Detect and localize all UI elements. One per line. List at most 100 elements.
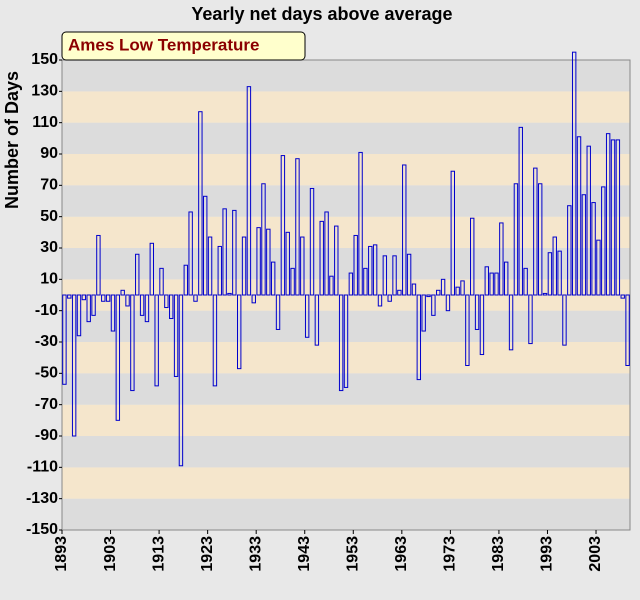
bar — [343, 294, 349, 388]
grid-band — [62, 436, 630, 468]
bar — [620, 294, 625, 299]
x-tick-label: 1953 — [345, 536, 362, 572]
bar — [188, 211, 193, 296]
bar — [334, 225, 339, 296]
bar — [217, 245, 222, 296]
bar — [232, 209, 237, 296]
y-tick-label: 130 — [31, 83, 58, 100]
bar — [256, 227, 261, 296]
x-tick-label: 1933 — [247, 536, 264, 572]
y-tick-label: -150 — [26, 521, 58, 538]
y-tick-label: 50 — [40, 208, 58, 225]
bar — [110, 294, 116, 332]
bar — [445, 294, 451, 312]
bar — [241, 236, 247, 296]
bar — [586, 145, 591, 296]
bar — [300, 236, 305, 296]
bar — [372, 244, 378, 296]
y-tick-label: 30 — [40, 239, 58, 256]
bar — [489, 272, 494, 296]
bar — [494, 272, 499, 296]
x-tick-label: 2003 — [587, 536, 604, 572]
bar — [76, 294, 82, 337]
bar — [499, 222, 504, 296]
y-tick-label: -110 — [27, 459, 58, 476]
bar — [144, 294, 150, 323]
bar — [319, 220, 324, 296]
bar — [465, 294, 470, 366]
y-tick-label: -30 — [35, 333, 58, 350]
y-tick-label: 150 — [31, 51, 58, 68]
bar — [266, 228, 271, 296]
bar — [513, 183, 519, 296]
grid-band — [62, 185, 630, 217]
bar — [571, 51, 577, 296]
bar — [193, 294, 198, 302]
y-tick-label: -10 — [35, 302, 58, 319]
bar — [436, 289, 441, 296]
bar — [101, 294, 106, 302]
bar — [67, 294, 72, 299]
bar — [115, 294, 121, 421]
plot-area: -150 -130 -110 -90 -70 -50 -30 -10 10 30 50 70 90 110… — [26, 51, 631, 572]
bar — [387, 294, 392, 302]
plot-frame — [61, 59, 631, 531]
bar — [338, 294, 344, 392]
bar — [567, 205, 572, 296]
bar — [542, 292, 548, 296]
bar — [198, 111, 203, 296]
bar — [581, 194, 587, 296]
y-tick-label: -70 — [35, 396, 58, 413]
bar — [537, 183, 543, 296]
y-tick-label: -130 — [26, 490, 58, 507]
bar — [62, 294, 67, 385]
bar — [159, 267, 164, 296]
bar — [285, 231, 290, 296]
bar — [416, 294, 422, 381]
bar — [246, 86, 252, 296]
bar — [125, 294, 130, 307]
x-tick-label: 1963 — [393, 536, 410, 572]
bar — [460, 280, 465, 296]
y-axis-label: Number of Days — [2, 71, 22, 209]
grid-band — [62, 498, 630, 530]
bar — [353, 234, 358, 296]
y-tick-label: 90 — [40, 145, 58, 162]
bar — [154, 294, 159, 387]
bar — [251, 294, 256, 304]
bar — [552, 236, 557, 296]
grid-band — [62, 60, 630, 92]
y-tick-label: 10 — [40, 271, 58, 288]
bar — [86, 294, 91, 323]
bar — [304, 294, 310, 338]
x-tick-label: 1893 — [53, 536, 70, 572]
bar — [105, 294, 111, 302]
bar — [368, 245, 373, 296]
grid-band — [62, 122, 630, 154]
bar — [557, 250, 562, 296]
bar — [149, 242, 155, 296]
x-tick-label: 1983 — [490, 536, 507, 572]
bar — [523, 267, 528, 296]
bar — [596, 239, 601, 296]
legend-label: Ames Low Temperature — [68, 35, 259, 54]
bar — [406, 253, 412, 296]
bar — [358, 151, 363, 296]
bar — [440, 278, 446, 296]
bar — [426, 294, 431, 298]
bar — [71, 294, 77, 437]
x-tick-label: 1993 — [539, 536, 556, 572]
bar — [309, 187, 315, 296]
bar — [484, 266, 489, 296]
grid-band — [62, 91, 630, 123]
bar — [203, 195, 208, 296]
bar — [275, 294, 281, 330]
bar — [479, 294, 485, 356]
bar — [130, 294, 135, 392]
bar — [280, 155, 286, 296]
bar — [363, 267, 368, 296]
bar — [605, 133, 611, 296]
bar — [431, 294, 436, 316]
bar — [450, 170, 456, 296]
